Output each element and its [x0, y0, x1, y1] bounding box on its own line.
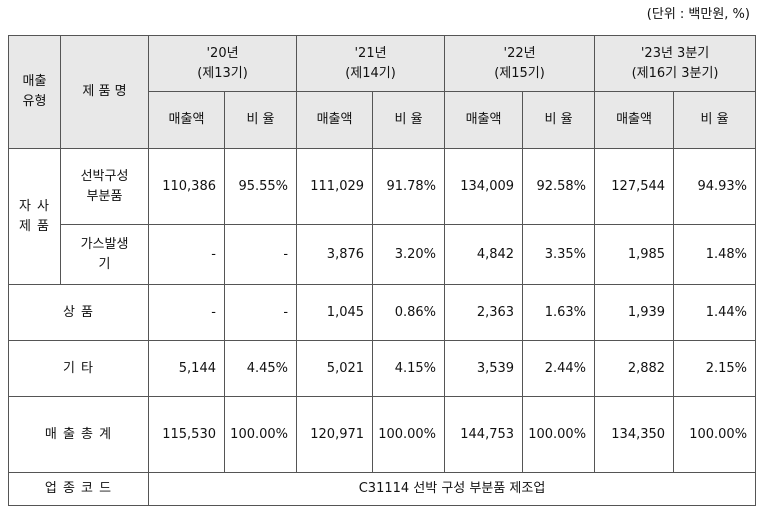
table-cell: 95.55%: [223, 148, 298, 225]
total-label: 매 출 총 계: [8, 396, 149, 473]
table-cell: 94.93%: [673, 148, 757, 225]
own-products-label: 자 사 제 품: [8, 148, 61, 285]
table-row: 업 종 코 드 C31114 선박 구성 부분품 제조업: [8, 472, 757, 506]
table-cell: 3,876: [296, 224, 374, 285]
header-ratio: 비 율: [223, 91, 298, 149]
period-term: (제14기): [345, 65, 396, 81]
table-row: 기 타 5,144 4.45% 5,021 4.15% 3,539 2.44% …: [8, 340, 757, 397]
table-cell: -: [148, 284, 225, 341]
goods-label: 상 품: [8, 284, 149, 341]
table-cell: 2.15%: [673, 340, 757, 397]
table-cell: 2.44%: [522, 340, 596, 397]
period-year: '22년: [503, 45, 536, 61]
table-cell: -: [223, 224, 298, 285]
table-cell: 144,753: [444, 396, 524, 473]
table-cell: 1.63%: [522, 284, 596, 341]
header-ratio: 비 율: [522, 91, 596, 149]
header-ratio: 비 율: [372, 91, 446, 149]
table-cell: 134,350: [594, 396, 675, 473]
table-cell: 2,882: [594, 340, 675, 397]
table-cell: 100.00%: [223, 396, 298, 473]
table-cell: -: [223, 284, 298, 341]
table-cell: 1,985: [594, 224, 675, 285]
header-period-2023q3: '23년 3분기 (제16기 3분기): [594, 35, 757, 92]
product-name: 가스발생 기: [60, 224, 149, 285]
table-cell: 134,009: [444, 148, 524, 225]
table-cell: 1.48%: [673, 224, 757, 285]
table-cell: 1,939: [594, 284, 675, 341]
table-row: 매 출 총 계 115,530 100.00% 120,971 100.00% …: [8, 396, 757, 473]
header-sales: 매출액: [296, 91, 374, 149]
table-cell: 3.20%: [372, 224, 446, 285]
other-label: 기 타: [8, 340, 149, 397]
header-product-name: 제 품 명: [60, 35, 149, 149]
table-cell: 1.44%: [673, 284, 757, 341]
table-row: 상 품 - - 1,045 0.86% 2,363 1.63% 1,939 1.…: [8, 284, 757, 341]
table-row: 자 사 제 품 선박구성 부분품 110,386 95.55% 111,029 …: [8, 148, 757, 285]
table-cell: 1,045: [296, 284, 374, 341]
industry-code-label: 업 종 코 드: [8, 472, 149, 506]
header-period-2021: '21년 (제14기): [296, 35, 446, 92]
period-term: (제16기 3분기): [631, 65, 719, 81]
sales-table: 매출 유형 제 품 명 '20년 (제13기) '21년 (제14기) '22년…: [8, 35, 757, 506]
table-cell: 110,386: [148, 148, 225, 225]
table-cell: 5,021: [296, 340, 374, 397]
table-cell: 100.00%: [372, 396, 446, 473]
header-ratio: 비 율: [673, 91, 757, 149]
period-year: '23년 3분기: [640, 45, 710, 61]
table-cell: 127,544: [594, 148, 675, 225]
unit-note: (단위 : 백만원, %): [646, 7, 750, 22]
table-cell: 2,363: [444, 284, 524, 341]
header-period-2022: '22년 (제15기): [444, 35, 596, 92]
table-cell: 115,530: [148, 396, 225, 473]
table-cell: -: [148, 224, 225, 285]
table-cell: 3,539: [444, 340, 524, 397]
table-cell: 92.58%: [522, 148, 596, 225]
period-term: (제13기): [197, 65, 248, 81]
table-cell: 100.00%: [522, 396, 596, 473]
table-cell: 3.35%: [522, 224, 596, 285]
header-sales: 매출액: [444, 91, 524, 149]
period-year: '21년: [354, 45, 387, 61]
table-cell: 4.45%: [223, 340, 298, 397]
industry-code-value: C31114 선박 구성 부분품 제조업: [147, 472, 757, 506]
header-sales: 매출액: [148, 91, 225, 149]
table-cell: 4.15%: [372, 340, 446, 397]
period-year: '20년: [206, 45, 239, 61]
table-cell: 100.00%: [673, 396, 757, 473]
table-cell: 120,971: [296, 396, 374, 473]
product-name: 선박구성 부분품: [60, 148, 149, 225]
table-cell: 4,842: [444, 224, 524, 285]
table-cell: 111,029: [296, 148, 374, 225]
header-sales: 매출액: [594, 91, 675, 149]
period-term: (제15기): [494, 65, 545, 81]
header-period-2020: '20년 (제13기): [147, 35, 298, 92]
header-sales-type: 매출 유형: [8, 35, 61, 149]
table-cell: 5,144: [148, 340, 225, 397]
table-cell: 0.86%: [372, 284, 446, 341]
table-cell: 91.78%: [372, 148, 446, 225]
table-row: 가스발생 기 - - 3,876 3.20% 4,842 3.35% 1,985…: [9, 224, 757, 285]
